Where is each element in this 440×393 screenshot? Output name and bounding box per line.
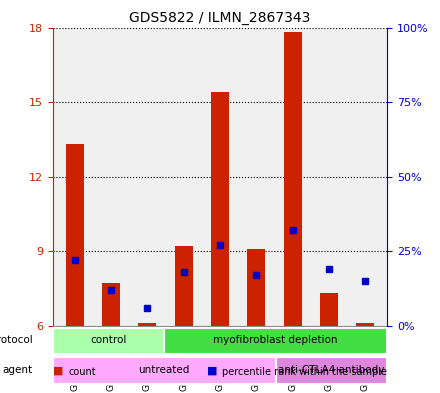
Text: agent: agent [2, 365, 33, 375]
FancyBboxPatch shape [276, 357, 387, 384]
FancyBboxPatch shape [53, 357, 276, 384]
Text: protocol: protocol [0, 336, 33, 345]
Text: control: control [90, 336, 127, 345]
Title: GDS5822 / ILMN_2867343: GDS5822 / ILMN_2867343 [129, 11, 311, 25]
Bar [102, 283, 120, 325]
Text: myofibroblast depletion: myofibroblast depletion [213, 336, 338, 345]
FancyBboxPatch shape [164, 328, 387, 354]
Text: anti-CTLA4 antibody: anti-CTLA4 antibody [278, 365, 385, 375]
Bar [320, 293, 338, 325]
Text: ■: ■ [53, 365, 63, 375]
Bar [211, 92, 229, 325]
Text: count: count [68, 367, 96, 377]
Bar [247, 248, 265, 325]
Text: untreated: untreated [139, 365, 190, 375]
Bar [138, 323, 156, 325]
Bar [356, 323, 374, 325]
Text: percentile rank within the sample: percentile rank within the sample [222, 367, 387, 377]
Text: ■: ■ [207, 365, 217, 375]
FancyBboxPatch shape [53, 328, 164, 354]
Bar [175, 246, 193, 325]
Bar [284, 33, 302, 325]
Bar [66, 144, 84, 325]
